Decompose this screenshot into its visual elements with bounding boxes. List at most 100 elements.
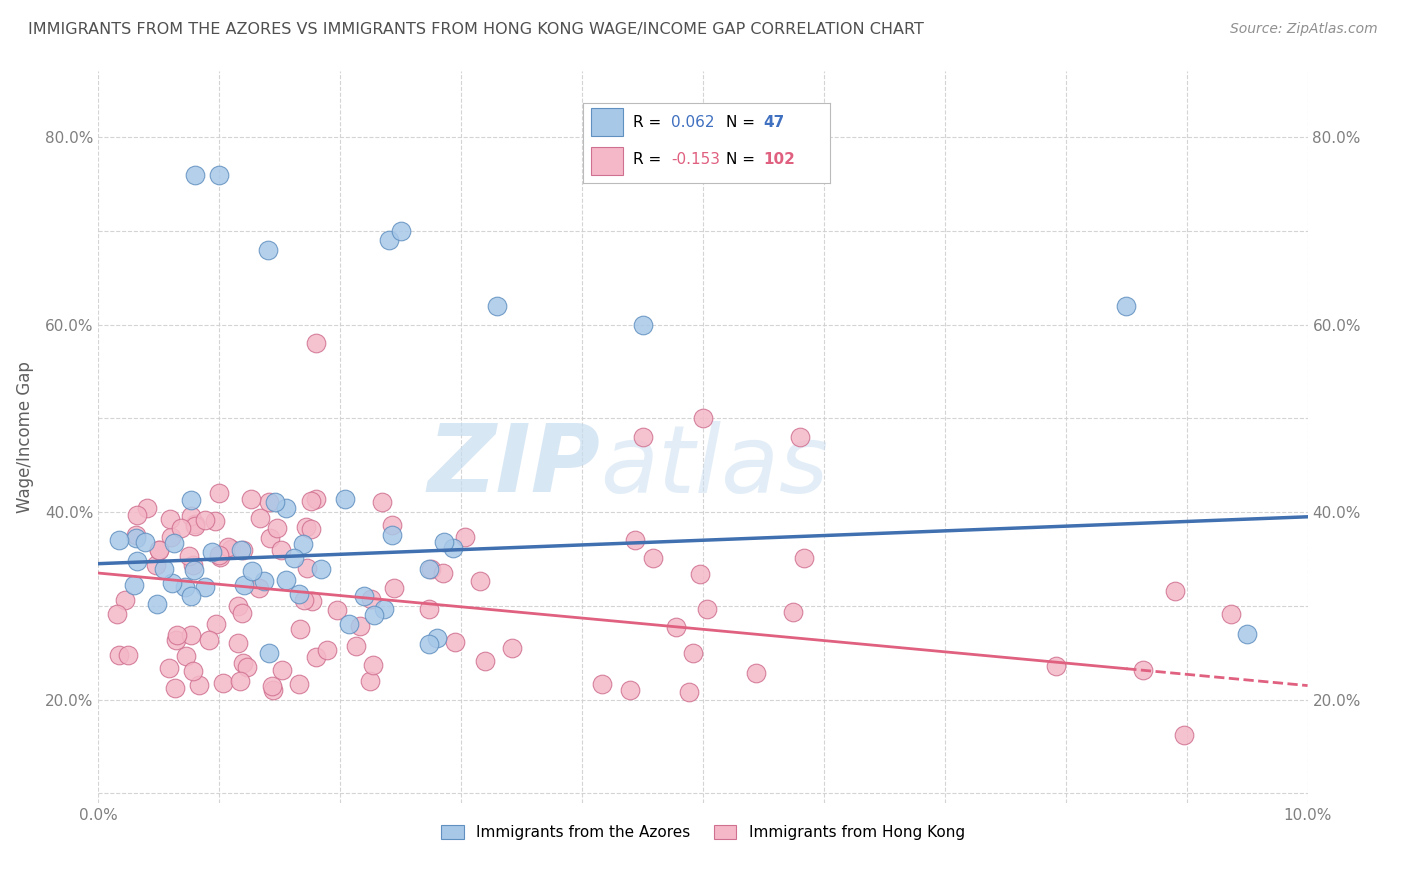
Point: [454, 530, 477, 544]
Point: [181, 558, 204, 573]
Point: [377, 233, 399, 247]
Bar: [591, 108, 623, 136]
Point: [643, 551, 665, 566]
Point: [262, 679, 284, 693]
Point: [696, 601, 718, 615]
Point: [305, 492, 328, 507]
Point: [326, 603, 349, 617]
Point: [200, 544, 222, 558]
Point: [163, 681, 186, 695]
Point: [305, 650, 328, 665]
Text: Source: ZipAtlas.com: Source: ZipAtlas.com: [1230, 22, 1378, 37]
Point: [146, 597, 169, 611]
Point: [353, 590, 375, 604]
Point: [159, 511, 181, 525]
Point: [157, 661, 180, 675]
Point: [145, 558, 167, 573]
Point: [256, 243, 278, 257]
Point: [678, 685, 700, 699]
Point: [257, 646, 280, 660]
Point: [418, 602, 440, 616]
Point: [134, 535, 156, 549]
Point: [291, 537, 314, 551]
Point: [266, 521, 288, 535]
Point: [228, 599, 250, 613]
Point: [344, 639, 367, 653]
Point: [305, 336, 328, 351]
Point: [180, 493, 202, 508]
Point: [443, 541, 465, 555]
Point: [162, 575, 184, 590]
Point: [1164, 583, 1187, 598]
Point: [235, 660, 257, 674]
Point: [619, 683, 641, 698]
Point: [162, 535, 184, 549]
Point: [486, 299, 509, 313]
Point: [470, 574, 492, 589]
Point: [631, 430, 654, 444]
Point: [180, 508, 202, 523]
Point: [208, 168, 231, 182]
Point: [433, 534, 456, 549]
Point: [295, 560, 318, 574]
Point: [745, 666, 768, 681]
Point: [240, 564, 263, 578]
Point: [194, 580, 217, 594]
Point: [177, 549, 200, 564]
Point: [219, 541, 242, 556]
Point: [692, 411, 714, 425]
Point: [631, 318, 654, 332]
Point: [1045, 659, 1067, 673]
Point: [1220, 607, 1243, 622]
Point: [180, 589, 202, 603]
Point: [299, 493, 322, 508]
Point: [136, 501, 159, 516]
Point: [371, 494, 394, 508]
Point: [591, 676, 613, 690]
Point: [382, 581, 405, 595]
Point: [218, 540, 240, 554]
Point: [228, 636, 250, 650]
Point: [389, 224, 412, 238]
Point: [789, 430, 811, 444]
Point: [288, 677, 311, 691]
Point: [233, 578, 256, 592]
Legend: Immigrants from the Azores, Immigrants from Hong Kong: Immigrants from the Azores, Immigrants f…: [434, 819, 972, 847]
Point: [262, 682, 284, 697]
Point: [501, 641, 523, 656]
Point: [270, 542, 292, 557]
Point: [170, 521, 193, 535]
Point: [208, 549, 231, 563]
Point: [166, 628, 188, 642]
Point: [184, 517, 207, 532]
Point: [208, 486, 231, 500]
Point: [198, 633, 221, 648]
Y-axis label: Wage/Income Gap: Wage/Income Gap: [15, 361, 34, 513]
Text: R =: R =: [633, 153, 666, 168]
Point: [309, 562, 332, 576]
Point: [474, 654, 496, 668]
Point: [1236, 627, 1258, 641]
Point: [420, 562, 443, 576]
Point: [122, 578, 145, 592]
Point: [301, 594, 323, 608]
Bar: [591, 147, 623, 175]
Point: [793, 550, 815, 565]
Point: [183, 564, 205, 578]
Point: [381, 517, 404, 532]
Point: [263, 495, 285, 509]
Point: [276, 573, 298, 587]
Point: [361, 657, 384, 672]
Point: [247, 581, 270, 595]
Point: [174, 649, 197, 664]
Point: [288, 623, 311, 637]
Point: [432, 566, 454, 580]
Point: [363, 608, 385, 623]
Point: [283, 551, 305, 566]
Point: [359, 674, 381, 689]
Point: [274, 501, 297, 516]
Point: [253, 574, 276, 588]
Point: [294, 593, 316, 607]
Point: [188, 678, 211, 692]
Point: [108, 648, 131, 662]
